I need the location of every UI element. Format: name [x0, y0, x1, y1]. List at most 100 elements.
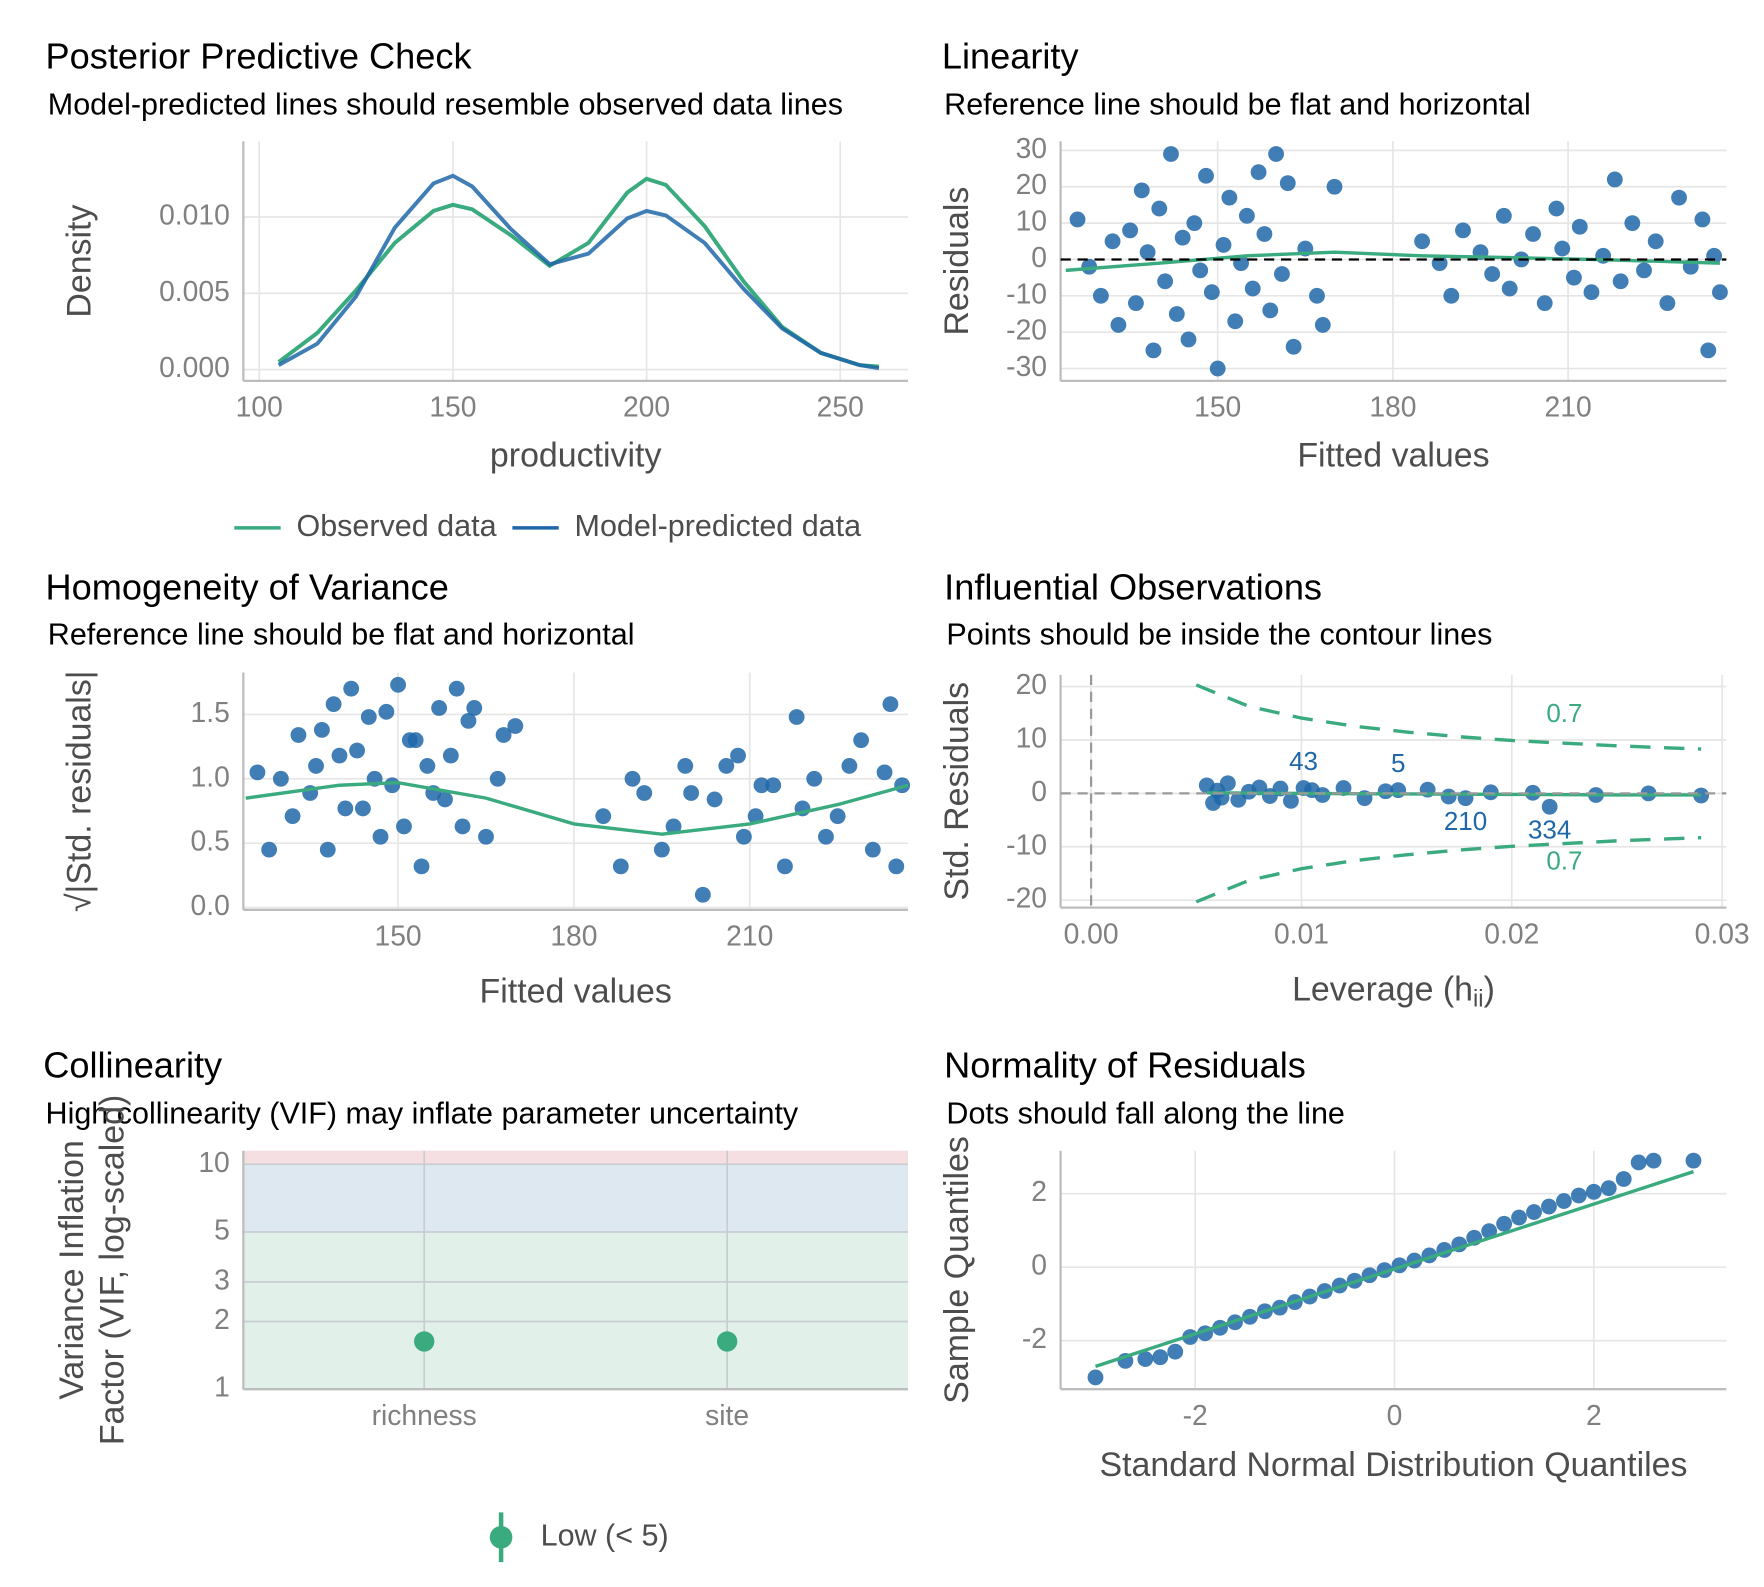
fit-line	[1094, 1169, 1694, 1368]
x-axis-title: Standard Normal Distribution Quantiles	[1099, 1446, 1687, 1484]
zone	[243, 1232, 908, 1390]
point	[1495, 207, 1512, 224]
contour-line	[1195, 836, 1702, 904]
point	[1326, 178, 1343, 195]
x-tick-label: 0.02	[1484, 917, 1539, 949]
point	[765, 777, 782, 794]
point	[272, 770, 289, 787]
y-tick-label: 20	[1016, 668, 1047, 700]
point	[677, 758, 694, 774]
point	[1203, 284, 1220, 301]
panel: -30 -20 -10 0 10 20 30 150 180 210 Linearity Refere…	[938, 35, 1728, 475]
point	[1700, 342, 1717, 359]
panel-title: Homogeneity of Variance	[46, 567, 449, 608]
point	[1536, 295, 1553, 312]
point	[407, 732, 424, 749]
point	[1110, 317, 1127, 333]
zone	[243, 1164, 908, 1233]
point	[1268, 146, 1285, 162]
y-tick-label: -20	[1006, 314, 1047, 346]
point	[343, 680, 360, 697]
x-tick-label: 0.01	[1274, 917, 1329, 949]
point	[437, 791, 453, 808]
y-tick-label: -2	[1022, 1322, 1047, 1354]
x-tick-label: 150	[429, 391, 476, 423]
point	[1541, 1198, 1557, 1215]
y-tick-label: 0.010	[159, 198, 230, 230]
point	[1600, 1180, 1617, 1197]
point	[1443, 287, 1460, 304]
point	[442, 747, 459, 764]
panel-title: Influential Observations	[944, 567, 1322, 608]
point	[284, 808, 301, 825]
point	[841, 758, 858, 774]
point	[1128, 295, 1144, 312]
point	[478, 828, 494, 845]
point	[706, 791, 723, 808]
point	[1554, 240, 1571, 257]
y-tick-label: 10	[198, 1146, 229, 1178]
panel: -20 -10 0 10 20 0.00 0.01 0.02 0.03 Influential O…	[938, 567, 1750, 1013]
point	[1152, 1349, 1169, 1366]
point	[1122, 222, 1139, 239]
point	[624, 770, 641, 787]
point	[1583, 284, 1600, 301]
point	[1615, 1171, 1632, 1187]
panel: 0.0 0.5 1.0 1.5 150 180 210 Homogeneity of Vari…	[46, 567, 911, 1011]
point	[788, 709, 805, 725]
point	[1525, 226, 1541, 242]
y-tick-label: 1.0	[191, 760, 230, 792]
point	[384, 777, 401, 794]
point	[1647, 233, 1664, 250]
legend-swatch	[489, 1525, 513, 1549]
point	[1168, 306, 1185, 322]
point	[665, 818, 682, 835]
y-tick-label: 20	[1016, 168, 1047, 200]
y-tick-label: -10	[1006, 277, 1047, 309]
point	[818, 828, 834, 845]
x-tick-label: 150	[1194, 391, 1241, 423]
point	[308, 758, 324, 774]
y-tick-label: 0.005	[159, 275, 230, 307]
point	[431, 700, 448, 716]
point	[1087, 1369, 1104, 1386]
x-axis-title: productivity	[490, 437, 662, 475]
point	[1566, 269, 1582, 286]
point	[1624, 215, 1641, 232]
point	[1314, 317, 1331, 333]
point	[1526, 1204, 1542, 1220]
point	[1571, 218, 1588, 235]
x-tick-label: site	[705, 1399, 749, 1431]
point	[1163, 146, 1179, 162]
point	[1209, 360, 1226, 377]
point	[249, 764, 266, 781]
point	[1104, 233, 1121, 250]
panel-subtitle: Reference line should be flat and horizo…	[944, 87, 1531, 121]
panel-subtitle: High collinearity (VIF) may inflate para…	[46, 1097, 799, 1131]
point	[1244, 280, 1261, 297]
zone	[243, 1150, 908, 1165]
point	[349, 742, 365, 759]
x-tick-label: 100	[236, 391, 283, 423]
point	[1186, 215, 1203, 232]
density-line	[277, 173, 880, 371]
panel-title: Normality of Residuals	[944, 1045, 1306, 1086]
point	[1612, 273, 1629, 290]
x-tick-label: 180	[550, 920, 597, 952]
point	[1440, 788, 1457, 805]
panel-subtitle: Reference line should be flat and horizo…	[48, 617, 635, 651]
point	[331, 747, 348, 764]
x-tick-label: 0.00	[1064, 917, 1119, 949]
panel: -2 0 2 -2 0 2 Normality of Residuals Dots shoul…	[938, 1045, 1727, 1484]
point	[1157, 273, 1174, 290]
legend-label: Model-predicted data	[575, 509, 862, 543]
point	[876, 764, 893, 781]
point	[1219, 775, 1236, 792]
point	[1069, 211, 1086, 228]
point	[1285, 338, 1302, 355]
point	[1198, 167, 1214, 184]
point	[448, 680, 465, 697]
point	[413, 858, 430, 875]
point	[1541, 798, 1558, 815]
